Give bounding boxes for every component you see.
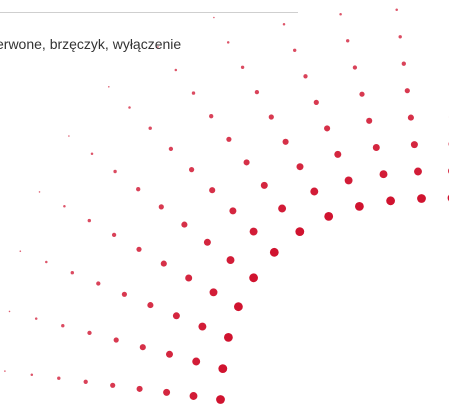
decor-dot (405, 88, 410, 93)
decor-dot (249, 273, 258, 282)
decor-dot (402, 62, 406, 66)
decor-dot (386, 196, 395, 205)
decor-dot (346, 39, 349, 42)
decor-dot (166, 351, 173, 358)
decor-dot (399, 35, 402, 38)
decor-dot (113, 170, 116, 173)
decor-dot (108, 86, 110, 88)
decor-dot (216, 395, 225, 404)
decor-dot (68, 135, 70, 137)
decor-dot (395, 9, 398, 12)
decor-dot (91, 153, 94, 156)
decor-dot (128, 106, 131, 109)
decor-dot (71, 271, 74, 274)
page: {"caption": "erwone, brzęczyk, wyłączeni… (0, 0, 449, 417)
decor-dot (192, 91, 195, 94)
decor-dot (353, 65, 357, 69)
decor-dot (261, 182, 268, 189)
decor-dot (110, 383, 115, 388)
decor-dot (136, 247, 141, 252)
decor-dot (190, 392, 198, 400)
decor-dot (224, 333, 233, 342)
decor-dot (84, 380, 88, 384)
decor-dot (149, 127, 152, 130)
decor-dot (278, 205, 286, 213)
decor-dot (173, 312, 180, 319)
decor-dot (61, 324, 64, 327)
decor-dot (270, 248, 279, 257)
decor-dot (359, 92, 364, 97)
decor-dot (198, 323, 206, 331)
decor-dot (345, 176, 353, 184)
decor-dot (244, 159, 250, 165)
decor-dot (297, 163, 304, 170)
decor-dot (295, 227, 304, 236)
decor-dot (314, 100, 319, 105)
dot-pattern (0, 0, 449, 417)
decor-dot (112, 233, 116, 237)
decor-dot (63, 205, 66, 208)
decor-dot (20, 250, 22, 252)
decor-dot (137, 386, 143, 392)
decor-dot (140, 344, 146, 350)
decor-dot (213, 17, 215, 19)
decor-dot (283, 23, 286, 26)
decor-dot (35, 317, 38, 320)
decor-dot (226, 137, 231, 142)
decor-dot (234, 302, 243, 311)
decor-dot (324, 125, 330, 131)
decor-dot (283, 139, 289, 145)
decor-dot (87, 331, 91, 335)
decor-dot (161, 261, 167, 267)
decor-dot (169, 147, 173, 151)
decor-dot (269, 114, 274, 119)
decor-dot (210, 288, 218, 296)
decor-dot (39, 191, 41, 193)
decor-dot (147, 302, 153, 308)
decor-dot (227, 41, 230, 44)
decor-dot (408, 115, 414, 121)
decor-dot (189, 167, 194, 172)
decor-dot (163, 389, 170, 396)
decor-dot (185, 275, 192, 282)
decor-dot (417, 194, 426, 203)
decor-dot (334, 151, 341, 158)
decor-dot (339, 13, 342, 16)
decor-dot (250, 228, 258, 236)
decor-dot (255, 90, 259, 94)
decor-dot (88, 219, 91, 222)
decor-dot (414, 168, 422, 176)
decor-dot (209, 187, 215, 193)
decor-dot (159, 204, 164, 209)
decor-dot (373, 144, 380, 151)
decor-dot (4, 370, 6, 372)
decor-dot (380, 170, 388, 178)
decor-dot (122, 292, 127, 297)
decor-dot (293, 49, 296, 52)
decor-dot (324, 212, 333, 221)
decor-dot (96, 281, 100, 285)
decor-dot (209, 114, 213, 118)
decor-dot (227, 256, 235, 264)
decor-dot (355, 202, 364, 211)
decor-dot (204, 239, 211, 246)
decor-dot (136, 187, 140, 191)
decor-dot (9, 311, 11, 313)
decor-dot (229, 207, 236, 214)
decor-dot (57, 377, 60, 380)
decor-dot (218, 364, 227, 373)
decor-dot (192, 358, 200, 366)
decor-dot (181, 222, 187, 228)
decor-dot (31, 373, 34, 376)
decor-dot (157, 46, 159, 48)
decor-dot (241, 66, 244, 69)
decor-dot (114, 337, 119, 342)
decor-dot (310, 188, 318, 196)
decor-dot (175, 69, 178, 72)
decor-dot (45, 261, 48, 264)
decor-dot (366, 118, 372, 124)
decor-dot (303, 74, 307, 78)
decor-dot (411, 141, 418, 148)
